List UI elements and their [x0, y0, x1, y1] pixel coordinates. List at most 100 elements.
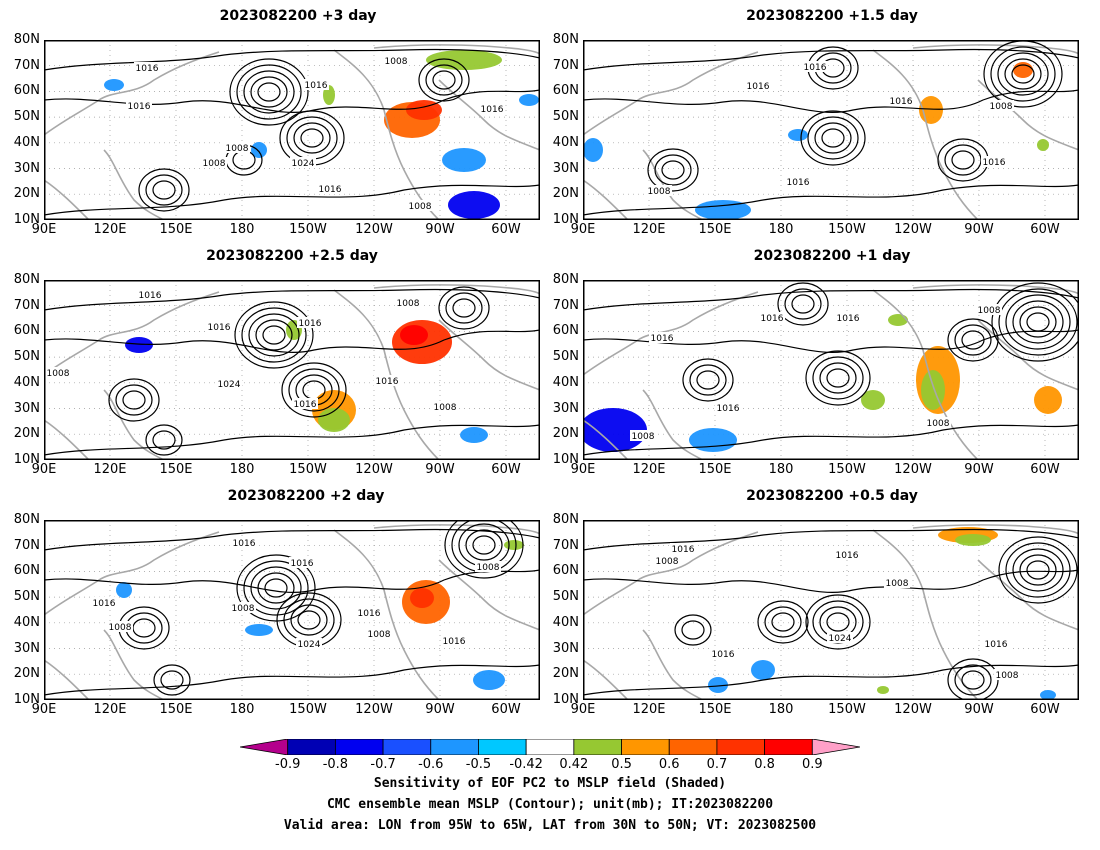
contour-label-bg [994, 669, 1020, 680]
isobar-ring [998, 536, 1078, 604]
contour-label-bg [888, 95, 914, 106]
colorbar-tick-label: -0.9 [275, 757, 301, 772]
lat-tick-label: 40N [13, 614, 40, 630]
contour-label: 1008 [978, 306, 1001, 316]
isobar-ring [654, 154, 692, 186]
sensitivity-shading [695, 200, 751, 220]
colorbar-swatch [573, 739, 622, 755]
isobar-ring [262, 325, 286, 345]
isobar-ring [997, 52, 1049, 96]
colorbar-swatch [668, 739, 718, 755]
contour-label-bg [925, 417, 951, 428]
contour-label-bg [231, 537, 257, 548]
lat-tick-label: 60N [552, 323, 579, 339]
isobar [44, 424, 540, 456]
contour-label: 1008 [409, 202, 432, 212]
isobar [583, 569, 1079, 593]
panel-title-2: 2023082200 +1.5 day [746, 8, 918, 24]
sensitivity-shading [689, 428, 737, 452]
isobar-ring [757, 600, 809, 644]
isobar-ring [465, 529, 503, 561]
isobar-ring [1012, 548, 1064, 592]
sensitivity-shading [519, 94, 539, 106]
isobar-ring [647, 148, 699, 192]
sensitivity-shading [442, 148, 486, 172]
isobar-ring [257, 82, 281, 102]
lat-tick-label: 70N [552, 57, 579, 73]
coastlines [44, 284, 540, 460]
contour-label: 1024 [218, 380, 241, 390]
contour-label-bg [292, 398, 318, 409]
contour-label-bg [230, 602, 256, 613]
contour-label-bg [134, 62, 160, 73]
isobar-ring [800, 110, 866, 166]
map-frame [583, 40, 1079, 220]
lon-tick-label: 120W [355, 222, 393, 237]
coastline [44, 179, 90, 220]
coastline [642, 629, 704, 700]
contour-label: 1008 [368, 630, 391, 640]
colorbar-swatch [334, 739, 384, 755]
isobar-ring [452, 298, 476, 318]
isobar-ring [771, 612, 795, 632]
contour-label: 1008 [434, 403, 457, 413]
contour-label: 1016 [985, 640, 1008, 650]
isobar-ring [764, 606, 802, 638]
contour-label: 1008 [927, 419, 950, 429]
contour-label: 1016 [481, 105, 504, 115]
coastline [912, 44, 1079, 55]
contour-label-bg [981, 156, 1007, 167]
isobars [583, 282, 1079, 456]
contour-label-bg [290, 157, 316, 168]
isobar-ring [791, 294, 815, 314]
isobar-ring [438, 286, 490, 330]
lon-tick-label: 150W [828, 702, 866, 717]
sensitivity-shading [751, 660, 775, 680]
contour-label: 1016 [136, 64, 159, 74]
contour-label: 1016 [294, 400, 317, 410]
map-frame [44, 280, 540, 460]
sensitivity-shading [708, 677, 728, 693]
coastline [438, 559, 540, 631]
colorbar-tick-label: -0.5 [465, 757, 492, 772]
lon-tick-label: 150E [698, 222, 732, 237]
contour-label: 1008 [226, 144, 249, 154]
isobar-ring [264, 578, 288, 598]
lon-tick-label: 120E [632, 462, 666, 477]
isobar-ring [152, 430, 176, 450]
lon-tick-label: 120W [355, 462, 393, 477]
coastlines [583, 524, 1079, 700]
isobar-ring [115, 384, 153, 416]
lon-tick-label: 120E [93, 702, 127, 717]
contour-label-bg [366, 628, 392, 639]
lat-tick-label: 50N [13, 349, 40, 365]
contour-label-bg [45, 367, 71, 378]
contour-label-bg [649, 332, 675, 343]
lon-tick-label: 150W [289, 462, 327, 477]
coastline [103, 149, 165, 220]
isobar-ring [961, 670, 985, 690]
contour-label-bg [715, 402, 741, 413]
isobar-ring [152, 180, 176, 200]
contour-label: 1016 [747, 82, 770, 92]
map-frame [583, 520, 1079, 700]
lon-tick-label: 120W [894, 702, 932, 717]
coastline [583, 531, 759, 616]
coastline [642, 389, 704, 460]
contour-label-bg [407, 200, 433, 211]
coastline [103, 629, 165, 700]
coastline [44, 51, 220, 136]
isobar [44, 569, 540, 593]
sensitivity-shading [410, 588, 434, 608]
colorbar-swatch [525, 739, 575, 755]
contour-label-bg [441, 635, 467, 646]
contour-label: 1016 [208, 323, 231, 333]
sensitivity-shading [788, 129, 808, 141]
lat-tick-label: 40N [13, 374, 40, 390]
lon-tick-label: 90E [570, 222, 596, 237]
map-background [583, 280, 1079, 460]
contour-label-bg [785, 176, 811, 187]
contour-label-bg [834, 549, 860, 560]
lat-tick-label: 70N [13, 297, 40, 313]
isobar-ring [145, 174, 183, 206]
